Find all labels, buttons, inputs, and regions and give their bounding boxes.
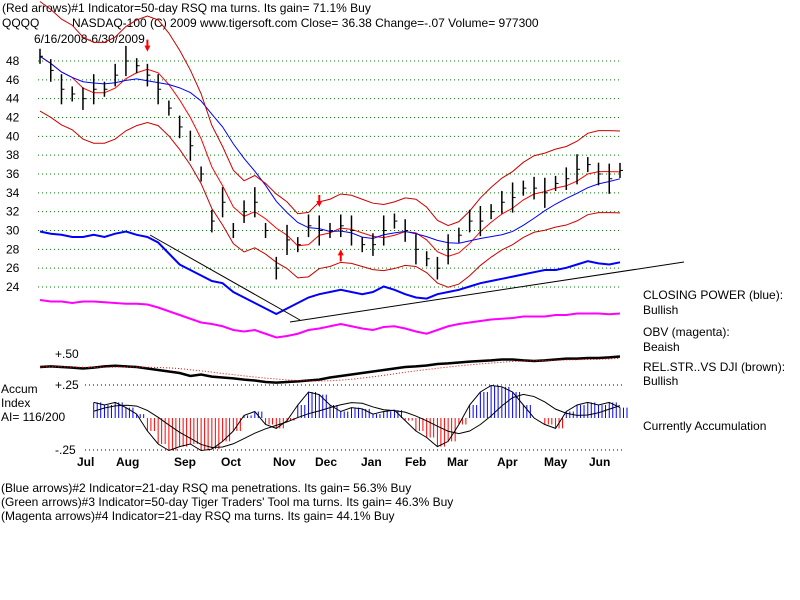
- header-indicator-line: (Red arrows)#1 Indicator=50-day RSQ ma t…: [2, 1, 371, 15]
- rel-strength-ma: [39, 357, 621, 382]
- trend-line: [289, 261, 685, 323]
- index-label: Index: [1, 396, 31, 410]
- header-info: NASDAQ-100 (C) 2009 www.tigersoft.com Cl…: [72, 16, 539, 30]
- y-tick-label: 40: [6, 129, 20, 143]
- x-tick-label: May: [544, 455, 568, 469]
- cp-title: CLOSING POWER (blue):: [643, 288, 784, 302]
- x-tick-label: Jul: [77, 455, 94, 469]
- cp-value: Bullish: [643, 303, 679, 317]
- closing-power-line: [39, 230, 621, 316]
- x-tick-label: Sep: [174, 455, 196, 469]
- y-tick-label: 28: [6, 242, 20, 256]
- obv-value: Beaish: [643, 340, 680, 354]
- red-down-arrow-icon: [316, 194, 323, 207]
- y-tick-label: 38: [6, 148, 20, 162]
- obv-line: [39, 299, 621, 339]
- x-tick-label: Dec: [315, 455, 337, 469]
- y-tick-label: 46: [6, 73, 20, 87]
- rs-title: REL.STR..VS DJI (brown):: [643, 360, 786, 374]
- footer-line-1: (Blue arrows)#2 Indicator=21-day RSQ ma …: [1, 481, 412, 495]
- x-tick-label: Jun: [589, 455, 610, 469]
- obv-title: OBV (magenta):: [643, 325, 730, 339]
- y-tick-label: 34: [6, 186, 20, 200]
- y-tick-label: 24: [6, 280, 20, 294]
- rs-value: Bullish: [643, 374, 679, 388]
- accum-tick-p25: +.25: [55, 378, 79, 392]
- accum-tick-m25: -.25: [55, 443, 76, 457]
- trend-line: [149, 234, 301, 321]
- y-tick-label: 36: [6, 167, 20, 181]
- accum-ma-line: [93, 393, 621, 448]
- blue-moving-average: [39, 55, 621, 244]
- symbol: QQQQ: [2, 16, 40, 30]
- y-tick-label: 26: [6, 261, 20, 275]
- x-tick-label: Jan: [361, 455, 382, 469]
- x-tick-label: Apr: [497, 455, 518, 469]
- footer-line-2: (Green arrows)#3 Indicator=50-day Tiger …: [1, 495, 454, 509]
- x-tick-label: Mar: [447, 455, 469, 469]
- accum-label: Accum: [1, 382, 38, 396]
- rs-tick-50: +.50: [55, 347, 79, 361]
- y-tick-label: 48: [6, 54, 20, 68]
- footer-line-3: (Magenta arrows)#4 Indicator=21-day RSQ …: [1, 509, 395, 523]
- red-up-arrow-icon: [337, 249, 344, 262]
- y-tick-label: 44: [6, 92, 20, 106]
- upper-band: [39, 1, 621, 227]
- accum-status: Currently Accumulation: [643, 419, 767, 433]
- red-down-arrow-icon: [144, 39, 151, 52]
- ai-label: AI= 116/200: [1, 410, 66, 424]
- lower-band: [39, 110, 621, 288]
- rel-strength-line: [39, 355, 621, 384]
- x-tick-label: Nov: [273, 455, 296, 469]
- x-tick-label: Aug: [116, 455, 139, 469]
- x-tick-label: Oct: [221, 455, 241, 469]
- y-tick-label: 42: [6, 111, 20, 125]
- x-tick-label: Feb: [405, 455, 426, 469]
- y-tick-label: 30: [6, 224, 20, 238]
- y-tick-label: 32: [6, 205, 20, 219]
- accum-line: [93, 384, 621, 452]
